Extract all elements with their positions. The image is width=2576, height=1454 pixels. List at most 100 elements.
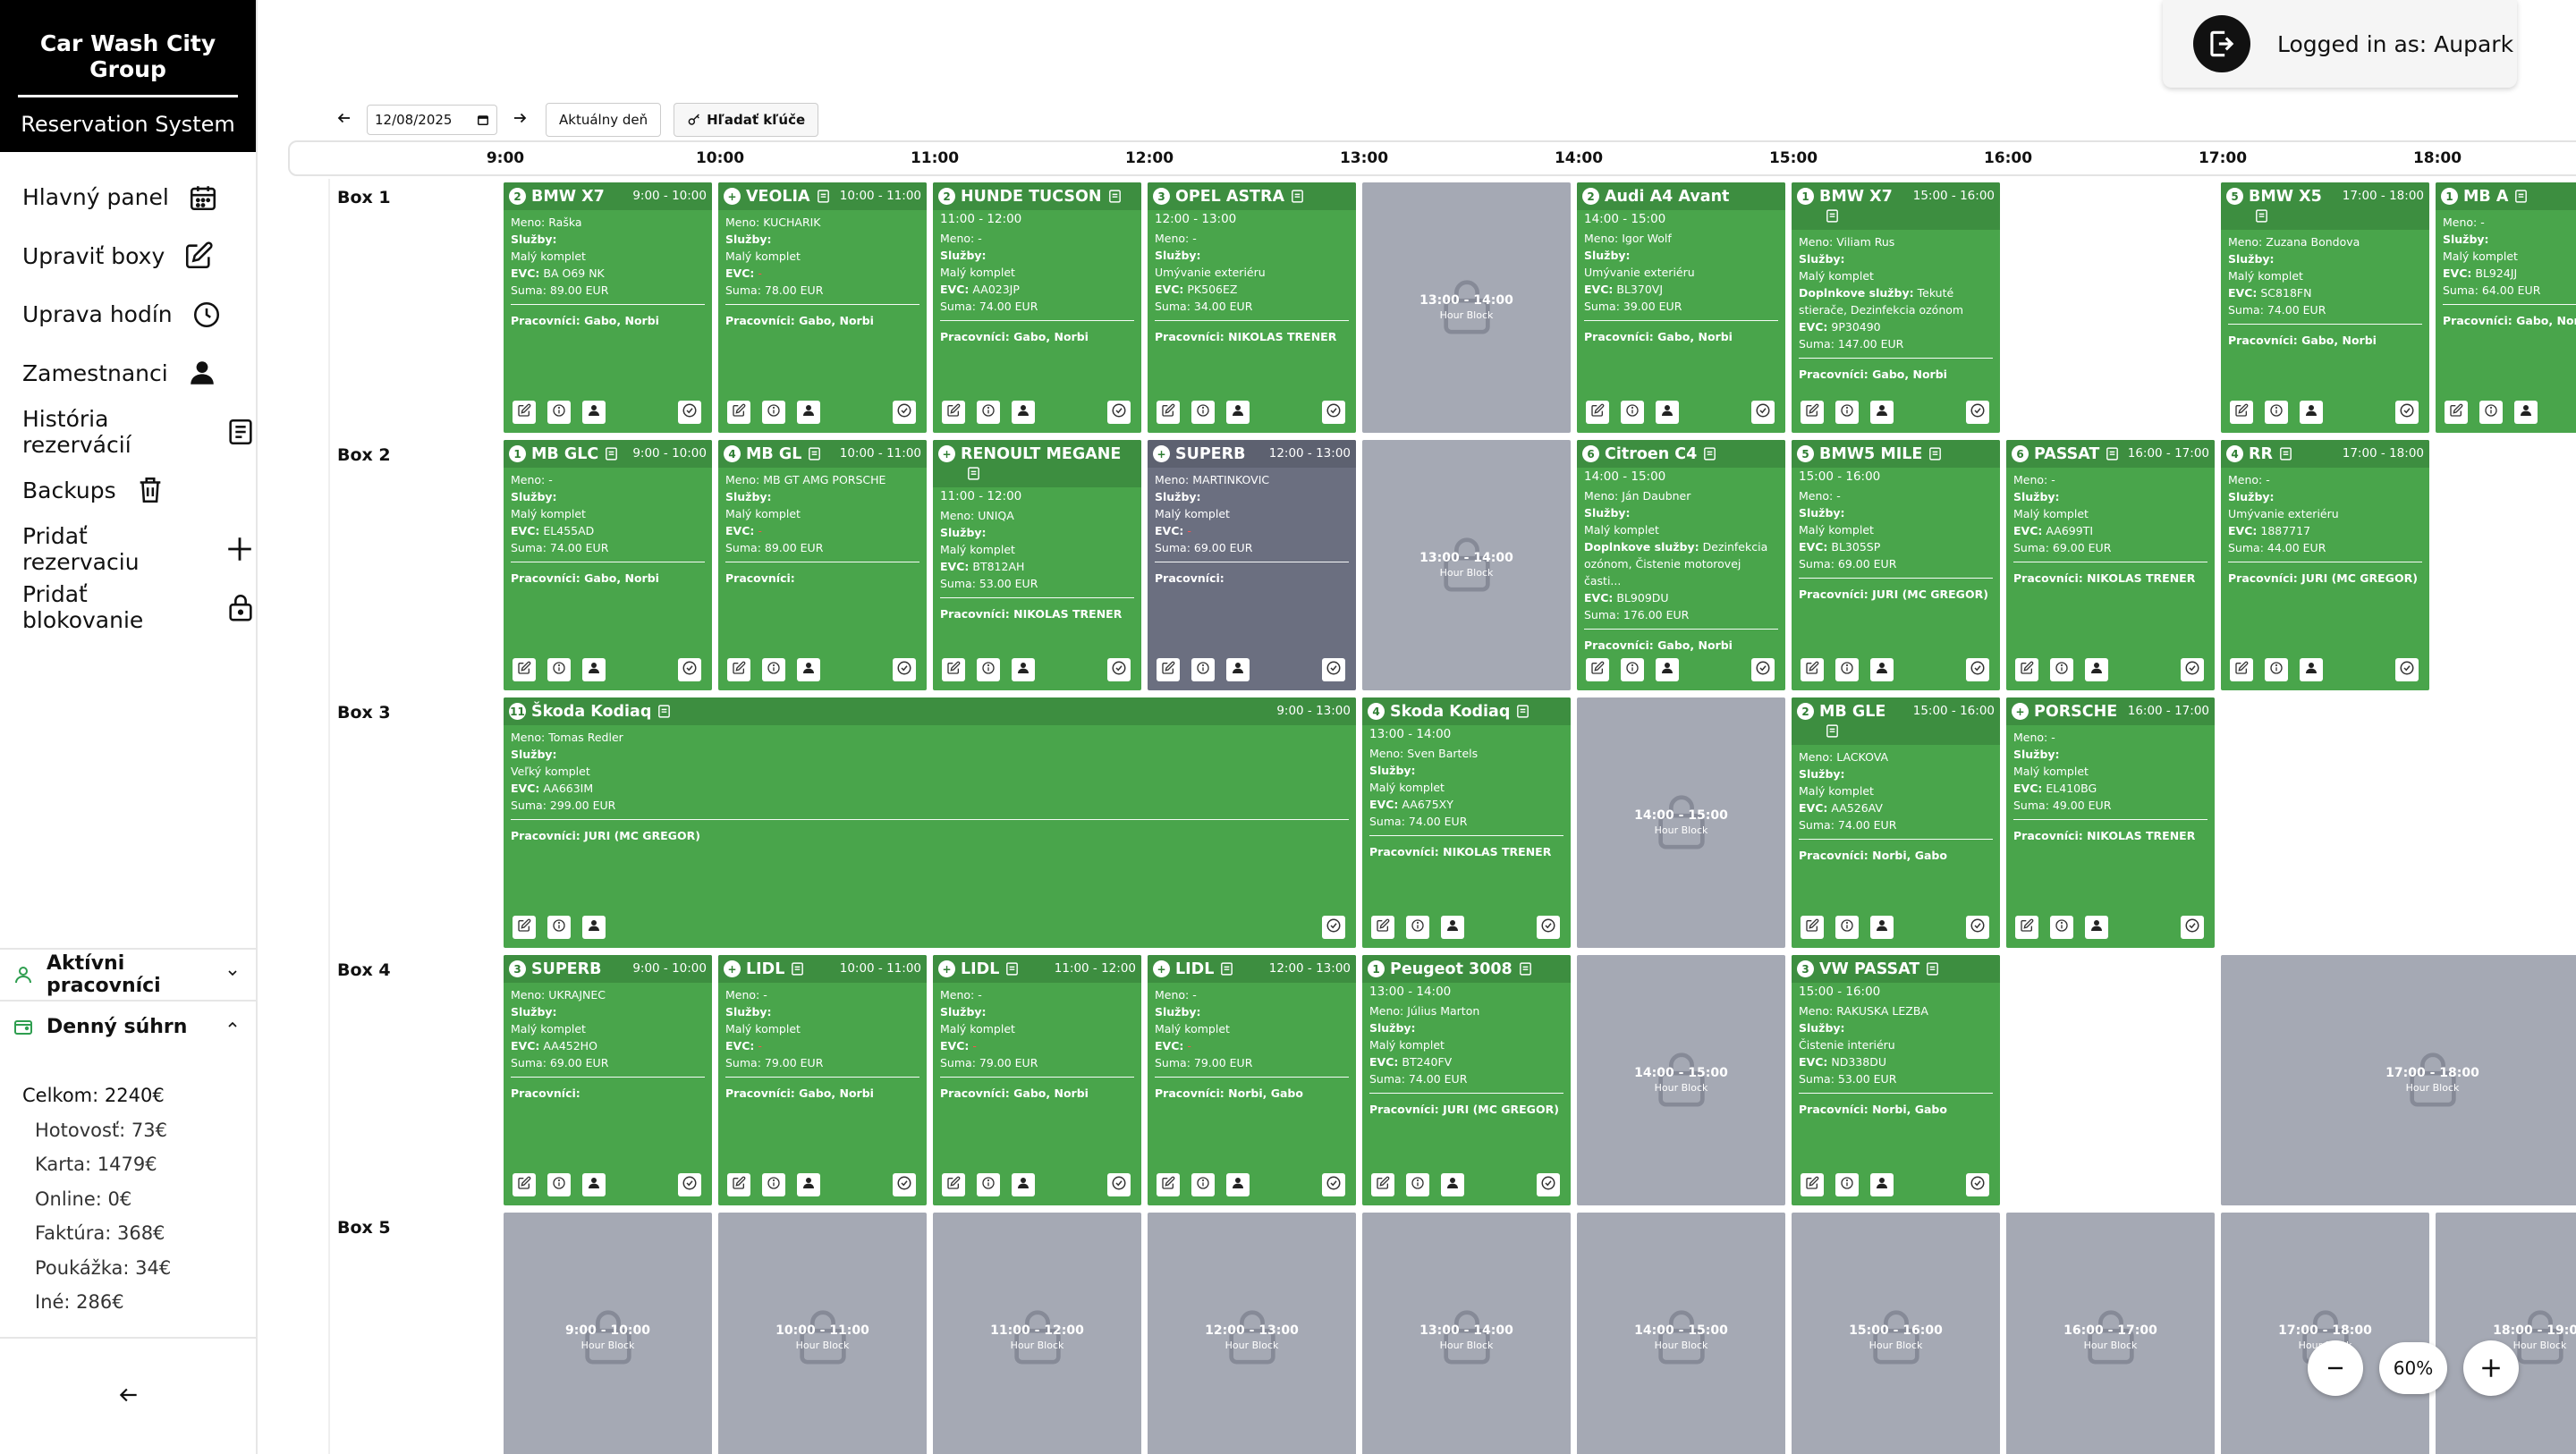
edit-button[interactable] — [2230, 658, 2253, 681]
reservation-card[interactable]: 3 OPEL ASTRA 12:00 - 13:00 Meno: - Služby: Um… — [1148, 182, 1356, 433]
person-button[interactable] — [582, 401, 606, 424]
info-button[interactable] — [977, 401, 1000, 424]
next-day-button[interactable] — [506, 109, 533, 131]
person-button[interactable] — [1656, 658, 1679, 681]
info-button[interactable] — [2050, 658, 2073, 681]
info-button[interactable] — [1835, 401, 1859, 424]
edit-button[interactable] — [727, 658, 750, 681]
info-button[interactable] — [762, 401, 785, 424]
key-search-button[interactable]: Hľadať kľúče — [674, 103, 819, 137]
reservation-card[interactable]: 1 MB A Meno: - Služby: Malý komplet EVC: BL92… — [2436, 182, 2576, 433]
reservation-card[interactable]: 5 BMW5 MILE 15:00 - 16:00 Meno: - Služby: Mal… — [1792, 440, 2000, 690]
edit-button[interactable] — [1157, 658, 1180, 681]
person-button[interactable] — [1012, 401, 1035, 424]
person-button[interactable] — [1656, 401, 1679, 424]
reservation-card[interactable]: + SUPERB 12:00 - 13:00 Meno: MARTINKOVIC Slu… — [1148, 440, 1356, 690]
person-button[interactable] — [1012, 1173, 1035, 1196]
complete-button[interactable] — [678, 658, 701, 681]
reservation-card[interactable]: 2 Audi A4 Avant 14:00 - 15:00 Meno: Igor Wo… — [1577, 182, 1785, 433]
today-button[interactable]: Aktuálny deň — [546, 103, 662, 137]
complete-button[interactable] — [678, 1173, 701, 1196]
hour-block[interactable]: 14:00 - 15:00 Hour Block — [1577, 697, 1785, 948]
info-button[interactable] — [977, 1173, 1000, 1196]
info-button[interactable] — [1406, 1173, 1429, 1196]
edit-button[interactable] — [2230, 401, 2253, 424]
complete-button[interactable] — [1966, 401, 1989, 424]
hour-block[interactable]: 15:00 - 16:00 Hour Block — [1792, 1213, 2000, 1454]
person-button[interactable] — [1012, 658, 1035, 681]
reservation-card[interactable]: 1 BMW X7 15:00 - 16:00 Meno: Viliam Rus Služ… — [1792, 182, 2000, 433]
person-button[interactable] — [582, 916, 606, 939]
complete-button[interactable] — [1966, 916, 1989, 939]
reservation-card[interactable]: 3 SUPERB 9:00 - 10:00 Meno: UKRAJNEC Služby:… — [504, 955, 712, 1205]
complete-button[interactable] — [1107, 401, 1131, 424]
complete-button[interactable] — [1751, 401, 1775, 424]
reservation-card[interactable]: 3 VW PASSAT 15:00 - 16:00 Meno: RAKUSKA LEZ… — [1792, 955, 2000, 1205]
person-button[interactable] — [797, 658, 820, 681]
hour-block[interactable]: 11:00 - 12:00 Hour Block — [933, 1213, 1141, 1454]
reservation-card[interactable]: 2 HUNDE TUCSON 11:00 - 12:00 Meno: - Služby:… — [933, 182, 1141, 433]
prev-day-button[interactable] — [331, 109, 358, 131]
reservation-card[interactable]: 11 Škoda Kodiaq 9:00 - 13:00 Meno: Tomas Re… — [504, 697, 1356, 948]
nav-item-add-block[interactable]: Pridať blokovanie — [0, 579, 256, 638]
person-button[interactable] — [1870, 658, 1894, 681]
person-button[interactable] — [1870, 1173, 1894, 1196]
person-button[interactable] — [582, 658, 606, 681]
reservation-card[interactable]: + LIDL 10:00 - 11:00 Meno: - Služby: Malý kom… — [718, 955, 927, 1205]
complete-button[interactable] — [1322, 916, 1345, 939]
complete-button[interactable] — [1537, 1173, 1560, 1196]
person-button[interactable] — [1441, 1173, 1464, 1196]
complete-button[interactable] — [1107, 658, 1131, 681]
nav-item-edit-boxes[interactable]: Upraviť boxy — [0, 227, 256, 286]
edit-button[interactable] — [1371, 916, 1394, 939]
zoom-out-button[interactable] — [2308, 1340, 2363, 1396]
person-button[interactable] — [1226, 401, 1250, 424]
edit-button[interactable] — [2445, 401, 2468, 424]
daily-summary-toggle[interactable]: Denný súhrn — [0, 1000, 258, 1052]
edit-button[interactable] — [1801, 916, 1824, 939]
nav-item-employees[interactable]: Zamestnanci — [0, 344, 256, 403]
complete-button[interactable] — [1322, 401, 1345, 424]
complete-button[interactable] — [2395, 658, 2419, 681]
info-button[interactable] — [547, 1173, 571, 1196]
person-button[interactable] — [1226, 1173, 1250, 1196]
hour-block[interactable]: 14:00 - 15:00 Hour Block — [1577, 1213, 1785, 1454]
reservation-card[interactable]: 4 MB GL 10:00 - 11:00 Meno: MB GT AMG PORSC… — [718, 440, 927, 690]
person-button[interactable] — [2300, 658, 2323, 681]
complete-button[interactable] — [893, 658, 916, 681]
edit-button[interactable] — [1801, 658, 1824, 681]
edit-button[interactable] — [513, 1173, 536, 1196]
edit-button[interactable] — [1801, 401, 1824, 424]
person-button[interactable] — [1870, 916, 1894, 939]
hour-block[interactable]: 9:00 - 10:00 Hour Block — [504, 1213, 712, 1454]
person-button[interactable] — [797, 1173, 820, 1196]
info-button[interactable] — [1191, 1173, 1215, 1196]
complete-button[interactable] — [1751, 658, 1775, 681]
hour-block[interactable]: 13:00 - 14:00 Hour Block — [1362, 182, 1571, 433]
person-button[interactable] — [2300, 401, 2323, 424]
person-button[interactable] — [2085, 916, 2108, 939]
info-button[interactable] — [762, 1173, 785, 1196]
person-button[interactable] — [1870, 401, 1894, 424]
edit-button[interactable] — [513, 658, 536, 681]
active-workers-toggle[interactable]: Aktívni pracovníci — [0, 948, 258, 1000]
reservation-card[interactable]: + PORSCHE 16:00 - 17:00 Meno: - Služby: Malý … — [2006, 697, 2215, 948]
complete-button[interactable] — [893, 1173, 916, 1196]
hour-block[interactable]: 10:00 - 11:00 Hour Block — [718, 1213, 927, 1454]
edit-button[interactable] — [1371, 1173, 1394, 1196]
reservation-card[interactable]: 6 Citroen C4 14:00 - 15:00 Meno: Ján Daubne… — [1577, 440, 1785, 690]
hour-block[interactable]: 13:00 - 14:00 Hour Block — [1362, 440, 1571, 690]
edit-button[interactable] — [1586, 658, 1609, 681]
person-button[interactable] — [1226, 658, 1250, 681]
complete-button[interactable] — [1966, 658, 1989, 681]
reservation-card[interactable]: + LIDL 12:00 - 13:00 Meno: - Služby: Malý kom… — [1148, 955, 1356, 1205]
info-button[interactable] — [1835, 1173, 1859, 1196]
reservation-card[interactable]: 5 BMW X5 17:00 - 18:00 Meno: Zuzana Bondova… — [2221, 182, 2429, 433]
complete-button[interactable] — [1322, 1173, 1345, 1196]
info-button[interactable] — [2479, 401, 2503, 424]
complete-button[interactable] — [893, 401, 916, 424]
reservation-card[interactable]: + VEOLIA 10:00 - 11:00 Meno: KUCHARIK Služby… — [718, 182, 927, 433]
nav-item-history[interactable]: História rezervácií — [0, 402, 256, 461]
info-button[interactable] — [547, 401, 571, 424]
